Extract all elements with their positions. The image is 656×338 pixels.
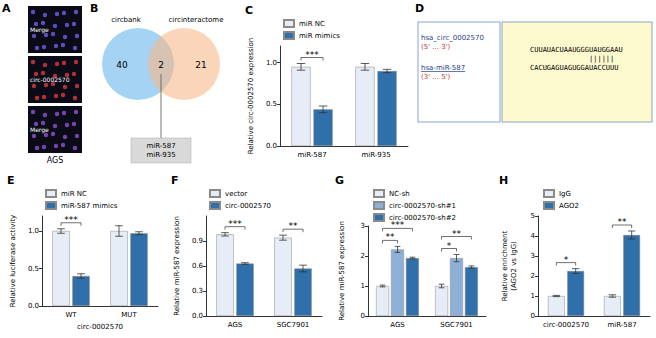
svg-text:miR-935: miR-935 <box>361 151 390 159</box>
svg-text:(3' ... 5'): (3' ... 5') <box>421 73 451 81</box>
svg-text:miR-587: miR-587 <box>146 142 175 150</box>
svg-text:2: 2 <box>158 60 164 70</box>
svg-text:Relative luciferase activity: Relative luciferase activity <box>9 215 17 308</box>
svg-text:0: 0 <box>361 312 365 320</box>
svg-text:miR-587 mimics: miR-587 mimics <box>61 202 118 210</box>
svg-text:1: 1 <box>361 282 365 290</box>
svg-text:miR-935: miR-935 <box>146 151 175 159</box>
svg-text:H: H <box>499 174 508 187</box>
svg-text:hsa_circ_0002570: hsa_circ_0002570 <box>421 34 484 42</box>
svg-text:0.0: 0.0 <box>192 312 203 320</box>
svg-text:0: 0 <box>531 312 535 320</box>
svg-text:2: 2 <box>361 252 365 260</box>
svg-text:***: *** <box>228 219 242 229</box>
svg-text:1.0: 1.0 <box>28 227 39 235</box>
svg-text:Relative enrichment: Relative enrichment <box>501 230 509 301</box>
svg-text:Relative miR-587 expression: Relative miR-587 expression <box>338 221 346 321</box>
svg-text:Relative circ-0002570 expressi: Relative circ-0002570 expression <box>247 38 255 155</box>
svg-text:G: G <box>335 174 344 187</box>
svg-text:A: A <box>2 2 11 15</box>
svg-text:SGC7901: SGC7901 <box>440 321 473 329</box>
svg-text:Relative miR-587 expression: Relative miR-587 expression <box>173 216 181 316</box>
svg-text:miR NC: miR NC <box>61 190 87 198</box>
svg-text:WT: WT <box>65 311 77 319</box>
svg-text:MUT: MUT <box>121 311 137 319</box>
svg-text:(AGO2 vs IgG): (AGO2 vs IgG) <box>510 241 518 291</box>
svg-text:***: *** <box>305 50 319 60</box>
svg-text:AGO2: AGO2 <box>559 202 579 210</box>
svg-text:SGC7901: SGC7901 <box>277 321 310 329</box>
svg-text:4: 4 <box>531 232 536 240</box>
svg-text:Merge: Merge <box>30 26 49 34</box>
svg-text:circ-0002570-sh#2: circ-0002570-sh#2 <box>389 213 456 222</box>
svg-text:**: ** <box>618 217 628 227</box>
svg-text:40: 40 <box>116 60 128 70</box>
svg-text:IgG: IgG <box>559 190 571 198</box>
svg-text:circ-0002570: circ-0002570 <box>30 76 70 83</box>
svg-text:(5' ... 3'): (5' ... 3') <box>421 43 451 51</box>
svg-text:circ-0002570: circ-0002570 <box>77 323 123 331</box>
svg-text:5: 5 <box>531 212 535 220</box>
svg-text:*: * <box>447 241 452 251</box>
svg-text:1.0: 1.0 <box>266 59 277 67</box>
svg-text:1: 1 <box>531 292 535 300</box>
svg-text:0.5: 0.5 <box>266 100 277 108</box>
svg-text:||||||: |||||| <box>530 55 614 63</box>
svg-text:miR-587: miR-587 <box>607 321 636 329</box>
svg-text:3: 3 <box>531 252 535 260</box>
svg-text:F: F <box>171 174 179 187</box>
svg-text:vector: vector <box>225 190 247 198</box>
svg-text:**: ** <box>452 229 462 239</box>
svg-text:B: B <box>90 2 98 15</box>
svg-text:0.5: 0.5 <box>28 265 39 273</box>
svg-text:*: * <box>564 255 569 265</box>
svg-text:CACUGAGUAGUGGAUACCUUU: CACUGAGUAGUGGAUACCUUU <box>530 64 619 72</box>
svg-text:circbank: circbank <box>111 16 142 24</box>
svg-text:3: 3 <box>361 222 365 230</box>
svg-text:2: 2 <box>531 272 535 280</box>
svg-text:miR NC: miR NC <box>299 20 325 28</box>
svg-text:0.3: 0.3 <box>192 287 203 295</box>
svg-text:**: ** <box>289 221 299 231</box>
svg-text:0.0: 0.0 <box>28 302 39 310</box>
svg-text:circ-0002570: circ-0002570 <box>543 321 589 329</box>
svg-text:NC-sh: NC-sh <box>389 190 410 198</box>
svg-text:miR mimics: miR mimics <box>299 32 340 40</box>
svg-text:C: C <box>245 4 253 17</box>
svg-text:0.0: 0.0 <box>266 142 277 150</box>
svg-text:AGS: AGS <box>228 321 243 329</box>
svg-text:***: *** <box>391 220 405 230</box>
svg-text:hsa-miR-587: hsa-miR-587 <box>421 64 465 72</box>
svg-text:miR-587: miR-587 <box>297 151 326 159</box>
svg-text:**: ** <box>386 232 396 242</box>
svg-text:E: E <box>7 174 15 187</box>
svg-text:***: *** <box>64 215 78 225</box>
svg-text:Merge: Merge <box>30 126 49 134</box>
svg-text:circ-0002570: circ-0002570 <box>225 202 271 210</box>
svg-text:0.9: 0.9 <box>192 237 203 245</box>
svg-text:D: D <box>415 2 424 15</box>
svg-text:AGS: AGS <box>47 156 64 165</box>
svg-text:CUUAUACUAAUGGGUAUGGAAU: CUUAUACUAAUGGGUAUGGAAU <box>530 46 623 54</box>
svg-text:21: 21 <box>195 60 206 70</box>
svg-text:0.6: 0.6 <box>192 262 204 270</box>
svg-text:AGS: AGS <box>390 321 405 329</box>
svg-text:circ-0002570-sh#1: circ-0002570-sh#1 <box>389 202 456 210</box>
svg-text:circinteractome: circinteractome <box>169 16 224 24</box>
